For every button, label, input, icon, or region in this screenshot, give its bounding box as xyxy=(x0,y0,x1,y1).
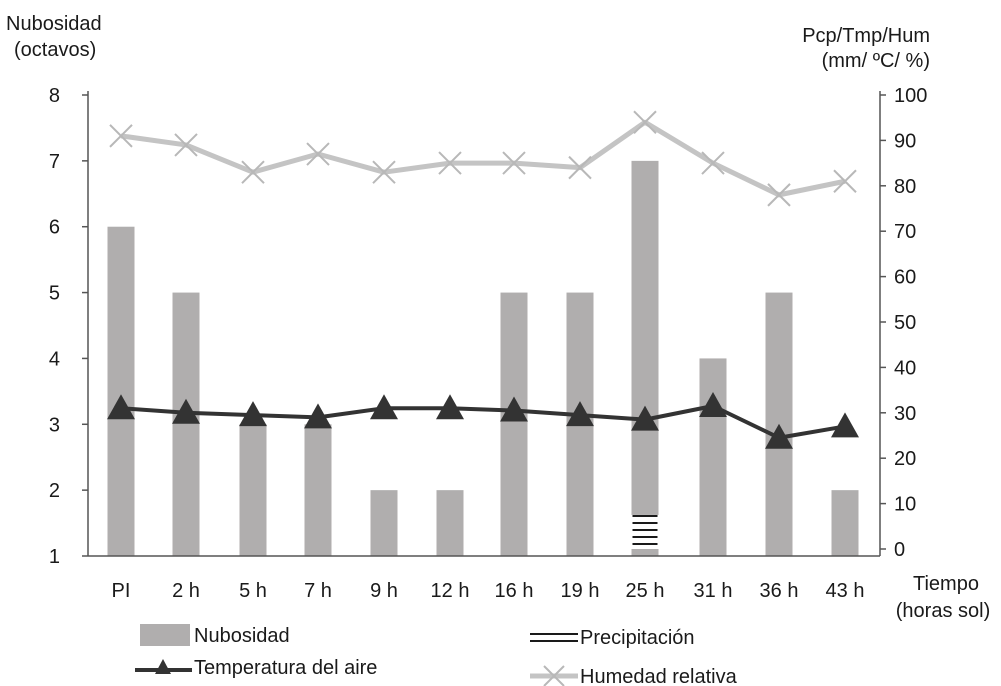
humedad-series xyxy=(109,110,857,207)
right-tick-label: 20 xyxy=(894,448,916,470)
x-tick-label: 25 h xyxy=(626,580,665,602)
legend-item-humedad: Humedad relativa xyxy=(530,665,738,686)
nubosidad-bar xyxy=(239,424,267,556)
temperatura-point xyxy=(765,423,793,449)
legend: Nubosidad Temperatura del aire Precipita… xyxy=(135,624,738,686)
nubosidad-bar xyxy=(172,292,200,556)
right-axis-title-line2: (mm/ ºC/ %) xyxy=(822,50,930,72)
temperatura-point xyxy=(304,403,332,429)
humedad-point xyxy=(833,169,857,193)
legend-x-marker xyxy=(543,665,565,686)
legend-item-precipitacion: Precipitación xyxy=(530,627,695,649)
x-tick-label: 12 h xyxy=(431,580,470,602)
humedad-point xyxy=(241,160,265,184)
humedad-point xyxy=(633,110,657,134)
left-tick-label: 2 xyxy=(49,480,60,502)
axis-lines xyxy=(87,91,881,557)
nubosidad-bar xyxy=(436,490,464,556)
x-tick-label: 16 h xyxy=(495,580,534,602)
left-axis-ticks: 1 2 3 4 5 6 7 8 xyxy=(49,85,88,568)
temperatura-series xyxy=(107,391,859,449)
legend-swatch-nubosidad xyxy=(140,624,190,646)
humedad-point xyxy=(701,151,725,175)
right-tick-label: 100 xyxy=(894,85,927,107)
temperatura-point xyxy=(699,391,727,417)
temperatura-point xyxy=(631,405,659,431)
humedad-line xyxy=(120,119,846,198)
left-tick-label: 6 xyxy=(49,217,60,239)
humedad-point xyxy=(767,183,791,207)
x-axis-title-line1: Tiempo xyxy=(913,573,979,595)
nubosidad-bar xyxy=(107,226,135,556)
x-axis-tick-labels: PI 2 h 5 h 7 h 9 h 12 h 16 h 19 h 25 h 31 h 36 h 43… xyxy=(112,580,865,602)
right-tick-label: 10 xyxy=(894,494,916,516)
right-tick-label: 40 xyxy=(894,357,916,379)
humedad-point xyxy=(306,142,330,166)
x-tick-label: 31 h xyxy=(694,580,733,602)
temperatura-point xyxy=(239,401,267,427)
precipitacion-bars xyxy=(631,514,659,549)
left-axis-title-line2: (octavos) xyxy=(14,39,96,61)
right-axis-title-line1: Pcp/Tmp/Hum xyxy=(802,25,930,47)
left-tick-label: 1 xyxy=(49,546,60,568)
humedad-point xyxy=(109,124,133,148)
legend-triangle-marker xyxy=(155,659,171,674)
right-tick-label: 50 xyxy=(894,312,916,334)
nubosidad-bar xyxy=(699,358,727,556)
right-tick-label: 90 xyxy=(894,130,916,152)
left-tick-label: 4 xyxy=(49,348,60,370)
x-tick-label: 2 h xyxy=(172,580,200,602)
right-tick-label: 70 xyxy=(894,221,916,243)
x-tick-label: 19 h xyxy=(561,580,600,602)
x-tick-label: 7 h xyxy=(304,580,332,602)
x-axis-title-line2: (horas sol) xyxy=(896,600,990,622)
humedad-point xyxy=(502,151,526,175)
humedad-point xyxy=(568,155,592,180)
temperatura-line xyxy=(120,403,846,440)
humedad-point xyxy=(372,160,396,184)
x-tick-label: 9 h xyxy=(370,580,398,602)
nubosidad-bar xyxy=(304,424,332,556)
precipitacion-bar xyxy=(631,514,659,549)
temperatura-point xyxy=(107,394,135,420)
left-tick-label: 5 xyxy=(49,283,60,305)
nubosidad-bar xyxy=(370,490,398,556)
temperatura-point xyxy=(831,412,859,438)
x-tick-label: 43 h xyxy=(826,580,865,602)
right-tick-label: 30 xyxy=(894,403,916,425)
right-axis-ticks: 0 10 20 30 40 50 60 70 80 90 100 xyxy=(880,85,927,561)
left-axis-title-line1: Nubosidad xyxy=(6,13,102,35)
temperatura-point xyxy=(370,394,398,420)
temperatura-point xyxy=(172,398,200,424)
right-tick-label: 60 xyxy=(894,267,916,289)
legend-label-nubosidad: Nubosidad xyxy=(194,625,290,647)
right-tick-label: 80 xyxy=(894,176,916,198)
left-tick-label: 7 xyxy=(49,151,60,173)
left-tick-label: 8 xyxy=(49,85,60,107)
temperatura-point xyxy=(500,396,528,422)
x-tick-label: 5 h xyxy=(239,580,267,602)
nubosidad-bars xyxy=(107,160,859,556)
left-tick-label: 3 xyxy=(49,414,60,436)
legend-label-precipitacion: Precipitación xyxy=(580,627,695,649)
temperatura-point xyxy=(566,401,594,427)
humedad-point xyxy=(174,133,198,157)
humedad-point xyxy=(438,151,462,175)
legend-item-temperatura: Temperatura del aire xyxy=(135,657,377,679)
nubosidad-bar xyxy=(831,490,859,556)
x-tick-label: 36 h xyxy=(760,580,799,602)
nubosidad-bar xyxy=(631,160,659,556)
temperatura-point xyxy=(436,394,464,420)
nubosidad-bar xyxy=(500,292,528,556)
legend-item-nubosidad: Nubosidad xyxy=(140,624,290,647)
x-tick-label: PI xyxy=(112,580,131,602)
legend-label-temperatura: Temperatura del aire xyxy=(194,657,377,679)
right-tick-label: 0 xyxy=(894,539,905,561)
legend-label-humedad: Humedad relativa xyxy=(580,666,738,686)
